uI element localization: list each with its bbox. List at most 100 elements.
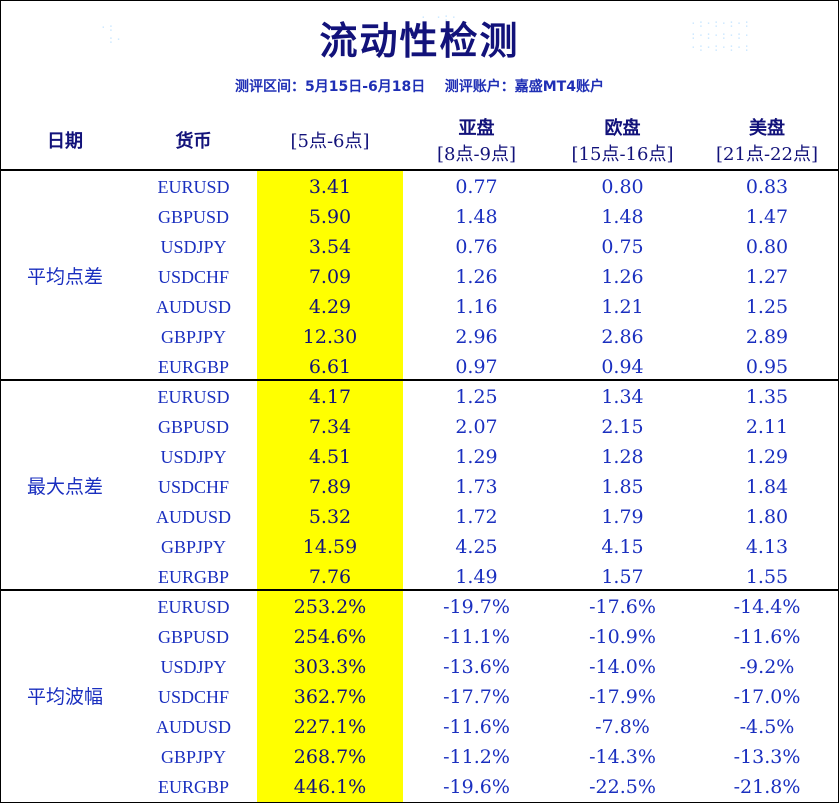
range-5-6-cell: 362.7% — [293, 686, 367, 708]
asia-cell: 1.25 — [455, 386, 498, 408]
us-cell: 2.11 — [745, 416, 789, 438]
asia-cell: 0.77 — [455, 176, 498, 198]
us-cell: -4.5% — [739, 716, 795, 738]
us-cell: 0.95 — [745, 356, 789, 378]
range-5-6-cell: 6.61 — [308, 356, 352, 378]
currency-cell: EURUSD — [157, 597, 230, 617]
currency-cell: USDCHF — [157, 477, 230, 497]
asia-cell: -19.6% — [443, 776, 510, 798]
europe-cell: 1.21 — [601, 296, 644, 318]
asia-cell: 1.49 — [455, 566, 498, 588]
us-cell: -14.4% — [733, 596, 801, 618]
group-label: 平均波幅 — [26, 686, 103, 708]
header-col0: [5点-6点] — [290, 131, 370, 152]
range-5-6-cell: 4.17 — [308, 386, 352, 408]
us-cell: 1.47 — [745, 206, 789, 228]
currency-cell: EURUSD — [157, 387, 230, 407]
table-row: USDCHF 362.7% -17.7% -17.9% -17.0% — [0, 682, 839, 712]
europe-cell: 4.15 — [601, 536, 644, 558]
europe-cell: 0.75 — [601, 236, 644, 258]
table-row: GBPUSD 254.6% -11.1% -10.9% -11.6% — [0, 622, 839, 652]
range-5-6-cell: 3.54 — [308, 236, 352, 258]
group-divider — [0, 589, 839, 591]
us-cell: 1.35 — [745, 386, 789, 408]
asia-cell: -11.1% — [443, 626, 510, 648]
range-5-6-cell: 7.89 — [308, 476, 352, 498]
europe-cell: 1.85 — [601, 476, 644, 498]
asia-cell: 1.26 — [455, 266, 498, 288]
asia-cell: -17.7% — [443, 686, 510, 708]
asia-cell: -11.6% — [443, 716, 510, 738]
asia-cell: 1.16 — [455, 296, 498, 318]
asia-cell: -13.6% — [443, 656, 510, 678]
range-5-6-cell: 3.41 — [308, 176, 352, 198]
range-5-6-cell: 268.7% — [293, 746, 367, 768]
europe-cell: 1.26 — [601, 266, 644, 288]
us-cell: 1.84 — [745, 476, 789, 498]
table-row: GBPUSD 7.34 2.07 2.15 2.11 — [0, 412, 839, 442]
table-row: EURGBP 6.61 0.97 0.94 0.95 — [0, 352, 839, 382]
table-row: USDJPY 4.51 1.29 1.28 1.29 — [0, 442, 839, 472]
europe-cell: 1.28 — [601, 446, 644, 468]
europe-cell: -22.5% — [589, 776, 656, 798]
table-row: USDCHF 7.09 1.26 1.26 1.27 — [0, 262, 839, 292]
range-5-6-cell: 227.1% — [293, 716, 367, 738]
asia-cell: 1.73 — [455, 476, 498, 498]
europe-cell: 2.15 — [601, 416, 644, 438]
us-cell: 2.89 — [745, 326, 789, 348]
decorative-sparkle: · ·:· — [420, 11, 459, 24]
range-5-6-cell: 5.32 — [308, 506, 352, 528]
currency-cell: USDCHF — [157, 267, 230, 287]
range-5-6-cell: 7.09 — [308, 266, 352, 288]
asia-cell: 1.29 — [455, 446, 498, 468]
asia-cell: -19.7% — [443, 596, 510, 618]
currency-cell: GBPUSD — [157, 207, 230, 227]
table-row: GBPJPY 14.59 4.25 4.15 4.13 — [0, 532, 839, 562]
currency-cell: GBPJPY — [160, 327, 227, 347]
europe-cell: -7.8% — [595, 716, 650, 738]
currency-cell: EURGBP — [157, 357, 229, 377]
currency-cell: GBPJPY — [160, 747, 227, 767]
europe-cell: -14.3% — [589, 746, 656, 768]
range-5-6-cell: 5.90 — [308, 206, 352, 228]
currency-cell: AUDUSD — [155, 297, 231, 317]
us-cell: -13.3% — [733, 746, 801, 768]
header-col1-title: 亚盘 — [458, 118, 495, 139]
europe-cell: 1.48 — [601, 206, 644, 228]
us-cell: 1.25 — [745, 296, 789, 318]
us-cell: -9.2% — [739, 656, 795, 678]
asia-cell: 1.72 — [455, 506, 498, 528]
currency-cell: GBPJPY — [160, 537, 227, 557]
europe-cell: 0.80 — [601, 176, 644, 198]
europe-cell: 1.79 — [601, 506, 644, 528]
europe-cell: -14.0% — [589, 656, 656, 678]
us-cell: 1.55 — [745, 566, 789, 588]
asia-cell: 0.76 — [455, 236, 498, 258]
table-row: GBPJPY 268.7% -11.2% -14.3% -13.3% — [0, 742, 839, 772]
header-currency: 货币 — [175, 131, 212, 152]
header-col2-range: [15点-16点] — [571, 144, 674, 165]
range-5-6-cell: 303.3% — [293, 656, 367, 678]
currency-cell: GBPUSD — [157, 627, 230, 647]
us-cell: 4.13 — [745, 536, 789, 558]
europe-cell: 1.57 — [601, 566, 644, 588]
us-cell: 1.80 — [745, 506, 789, 528]
asia-cell: -11.2% — [443, 746, 510, 768]
table-row: USDJPY 303.3% -13.6% -14.0% -9.2% — [0, 652, 839, 682]
range-5-6-cell: 7.76 — [308, 566, 352, 588]
currency-cell: AUDUSD — [155, 507, 231, 527]
asia-cell: 0.97 — [455, 356, 498, 378]
asia-cell: 2.96 — [455, 326, 498, 348]
table-row: USDJPY 3.54 0.76 0.75 0.80 — [0, 232, 839, 262]
currency-cell: GBPUSD — [157, 417, 230, 437]
table-row: EURUSD 3.41 0.77 0.80 0.83 — [0, 172, 839, 202]
currency-cell: EURGBP — [157, 777, 229, 797]
asia-cell: 4.25 — [455, 536, 498, 558]
table-row: EURGBP 446.1% -19.6% -22.5% -21.8% — [0, 772, 839, 802]
table-row: AUDUSD 4.29 1.16 1.21 1.25 — [0, 292, 839, 322]
currency-cell: USDJPY — [160, 237, 227, 257]
europe-cell: 0.94 — [601, 356, 644, 378]
range-5-6-cell: 12.30 — [302, 326, 358, 348]
table-row: EURUSD 4.17 1.25 1.34 1.35 — [0, 382, 839, 412]
range-5-6-cell: 446.1% — [293, 776, 367, 798]
